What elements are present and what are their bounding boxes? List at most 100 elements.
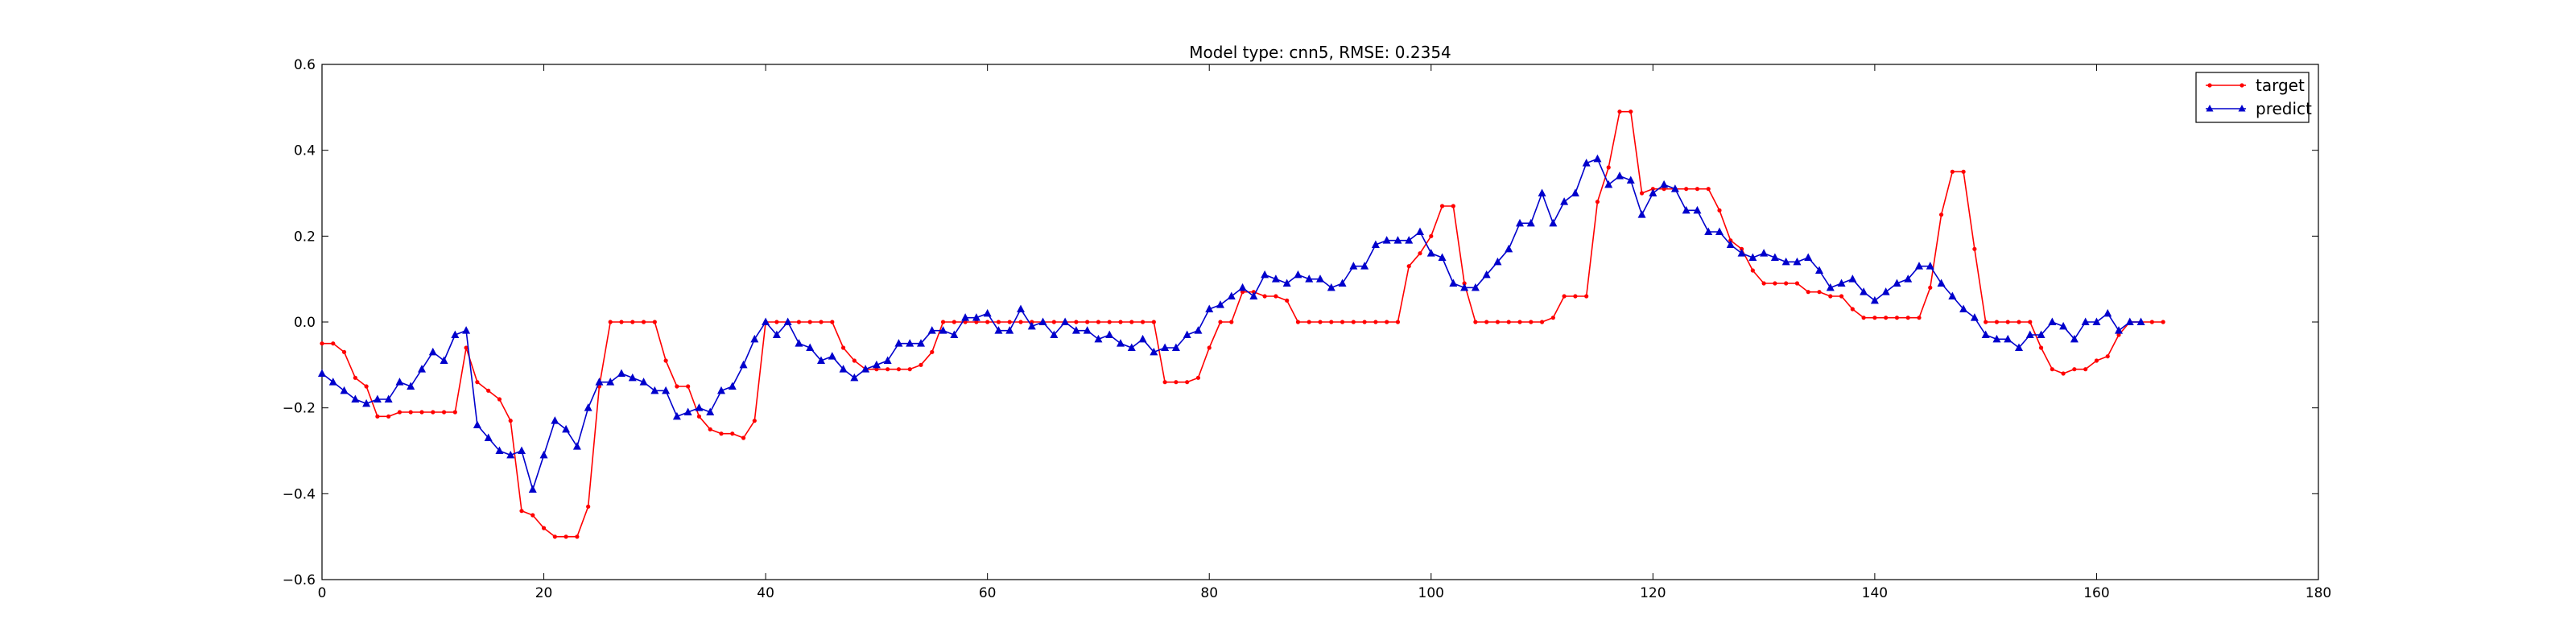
- data-point-predict: [2037, 330, 2046, 338]
- data-point-target: [1274, 294, 1278, 299]
- data-point-predict: [662, 386, 671, 394]
- data-point-target: [1984, 320, 1988, 324]
- data-point-predict: [639, 378, 648, 386]
- data-point-predict: [1438, 253, 1447, 261]
- data-point-target: [475, 380, 480, 385]
- data-point-target: [663, 358, 668, 363]
- data-point-target: [508, 419, 513, 423]
- data-point-predict: [595, 378, 604, 386]
- data-point-target: [1262, 294, 1267, 299]
- legend-label-predict: predict: [2256, 99, 2312, 118]
- data-point-target: [1240, 290, 1245, 295]
- data-point-predict: [783, 317, 792, 325]
- data-point-predict: [2048, 317, 2057, 325]
- data-point-predict: [351, 394, 360, 402]
- data-point-target: [708, 427, 712, 431]
- data-point-predict: [1161, 343, 1170, 351]
- data-point-target: [896, 367, 902, 372]
- data-point-target: [364, 384, 369, 389]
- data-point-target: [1606, 165, 1611, 170]
- data-point-predict: [407, 382, 415, 390]
- data-point-predict: [418, 365, 426, 373]
- data-point-predict: [950, 330, 959, 338]
- data-point-predict: [806, 343, 815, 351]
- data-point-target: [1894, 316, 1900, 320]
- data-point-target: [1174, 380, 1179, 385]
- data-point-predict: [362, 398, 371, 407]
- data-point-predict: [1083, 326, 1092, 334]
- data-point-target: [1406, 264, 1411, 269]
- data-point-target: [1573, 294, 1578, 299]
- data-point-predict: [539, 450, 548, 459]
- data-point-predict: [1992, 334, 2001, 343]
- data-point-target: [464, 345, 469, 350]
- data-point-predict: [1637, 210, 1646, 218]
- data-point-target: [586, 504, 591, 509]
- data-point-predict: [572, 442, 581, 450]
- data-point-target: [486, 388, 491, 393]
- data-point-target: [719, 431, 724, 436]
- data-point-predict: [328, 378, 337, 386]
- data-point-target: [341, 349, 347, 354]
- legend-box: [2195, 72, 2310, 123]
- data-point-target: [1773, 281, 1777, 286]
- data-point-predict: [1970, 313, 1979, 321]
- data-point-predict: [1616, 171, 1624, 180]
- plot-area: 0 20 40 60 80 100 120 140 160 180 −0.6 −0.4 −0.2 0.0…: [283, 57, 2332, 601]
- data-point-predict: [906, 339, 914, 347]
- data-point-target: [1639, 191, 1645, 196]
- data-point-predict: [373, 394, 382, 402]
- data-point-predict: [828, 352, 836, 360]
- y-tick-label: −0.6: [283, 572, 316, 588]
- data-point-target: [1340, 320, 1345, 324]
- data-point-predict: [1027, 321, 1036, 330]
- data-point-predict: [1393, 236, 1402, 244]
- data-point-predict: [717, 386, 725, 394]
- data-point-predict: [883, 356, 892, 364]
- data-point-target: [1905, 316, 1910, 320]
- data-point-predict: [428, 347, 437, 356]
- data-point-predict: [1682, 205, 1690, 214]
- data-point-target: [1794, 281, 1800, 286]
- data-point-target: [1539, 320, 1545, 324]
- data-point-predict: [1837, 279, 1846, 287]
- data-point-target: [1938, 213, 1944, 217]
- data-point-target: [1195, 375, 1201, 380]
- data-point-predict: [1770, 253, 1779, 261]
- x-tick-label: 0: [318, 585, 327, 601]
- data-point-predict: [551, 416, 559, 424]
- data-point-predict: [1981, 330, 1990, 338]
- y-tick-label: 0.6: [294, 57, 316, 73]
- legend-label-target: target: [2256, 76, 2305, 95]
- x-tick-label: 180: [2306, 585, 2331, 601]
- data-point-target: [1706, 187, 1711, 192]
- data-point-predict: [1449, 279, 1458, 287]
- data-point-target: [1817, 290, 1822, 295]
- x-axis: 0 20 40 60 80 100 120 140 160 180: [318, 64, 2331, 601]
- data-point-predict: [1904, 275, 1913, 283]
- data-point-target: [675, 384, 679, 389]
- data-point-predict: [1271, 275, 1280, 283]
- data-point-predict: [2136, 317, 2145, 325]
- legend-marker-predict: [2238, 105, 2246, 112]
- data-point-predict: [1316, 275, 1324, 283]
- data-point-predict: [1493, 257, 1502, 266]
- x-tick-label: 160: [2083, 585, 2109, 601]
- data-point-target: [1429, 233, 1434, 238]
- data-point-target: [807, 320, 812, 324]
- data-point-target: [1318, 320, 1323, 324]
- data-point-predict: [1360, 262, 1369, 270]
- data-point-predict: [1881, 287, 1890, 295]
- data-point-target: [1085, 320, 1090, 324]
- y-tick-label: 0.2: [294, 229, 316, 245]
- data-point-predict: [473, 420, 481, 428]
- data-point-target: [353, 375, 357, 380]
- data-point-predict: [1571, 188, 1579, 196]
- data-point-predict: [1105, 330, 1114, 338]
- data-point-predict: [1071, 326, 1080, 334]
- data-point-predict: [795, 339, 803, 347]
- x-tick-label: 20: [535, 585, 553, 601]
- legend-marker-predict: [2206, 105, 2214, 112]
- data-point-predict: [961, 313, 970, 321]
